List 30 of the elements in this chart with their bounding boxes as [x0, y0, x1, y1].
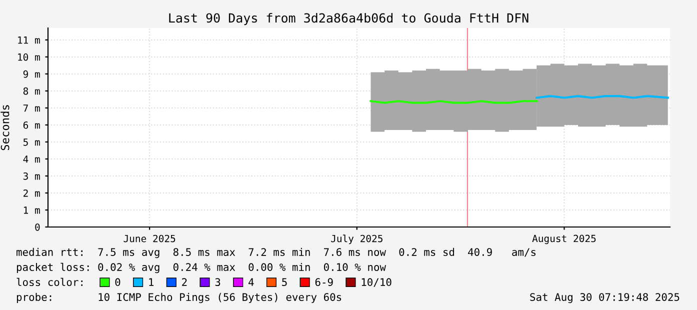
legend-label: 3	[215, 278, 220, 286]
legend-label: 2	[182, 278, 187, 286]
chart-title: Last 90 Days from 3d2a86a4b06d to Gouda FttH DFN	[169, 12, 528, 26]
text: Sat Aug 30 07:19:48 2025	[530, 293, 680, 304]
legend-label: 5	[282, 278, 287, 286]
legend-title: loss color:	[16, 278, 82, 286]
legend-label: 6-9	[315, 278, 333, 286]
y-tick-label: 6 m	[23, 121, 40, 129]
y-tick-label: 9 m	[23, 70, 40, 78]
y-tick-label: 4 m	[23, 156, 40, 163]
y-tick-label: 8 m	[23, 87, 40, 95]
text: packet loss: 0.02 % avg 0.24 % max 0.00 % min 0.10 % now	[16, 262, 386, 274]
legend-label: 10/10	[362, 278, 392, 287]
x-tick-label: June 2025	[124, 234, 176, 242]
y-tick-label: 2 m	[24, 189, 40, 197]
y-axis-title: Seconds	[0, 105, 10, 150]
text: probe: 10 ICMP Echo Pings (56 Bytes) every 60s	[16, 292, 342, 304]
y-tick-label: 5 m	[23, 138, 40, 146]
x-tick-label: August 2025	[532, 234, 596, 244]
y-tick-label: 7 m	[23, 104, 40, 112]
y-tick-label: 1 m	[24, 206, 40, 214]
y-tick-label: 0	[35, 224, 40, 231]
text: median rtt: 7.5 ms avg 8.5 ms max 7.2 ms min 7.6 ms now 0.2 ms sd 40.9 am/s	[16, 248, 536, 258]
y-tick-label: 3 m	[23, 172, 40, 180]
x-tick-label: July 2025	[331, 234, 382, 244]
legend-label: 0	[115, 278, 120, 286]
y-tick-label: 11 m	[18, 36, 40, 44]
legend-label: 4	[248, 278, 254, 286]
y-tick-label: 10 m	[18, 53, 40, 61]
legend-label: 1	[149, 278, 154, 286]
